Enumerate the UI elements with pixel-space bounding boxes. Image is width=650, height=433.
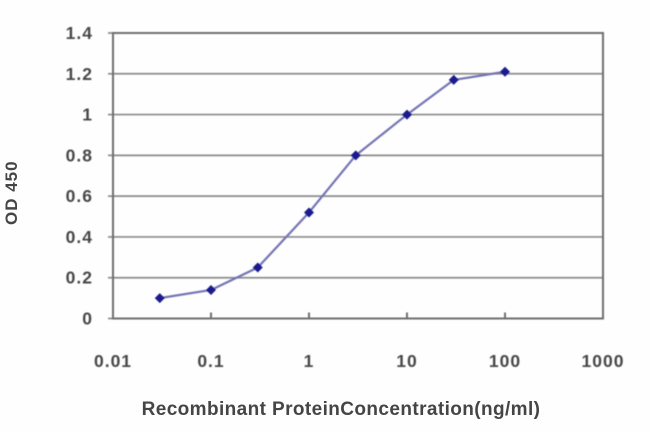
- data-line: [159, 70, 506, 300]
- x-axis-title: Recombinant ProteinConcentration(ng/ml): [141, 399, 541, 420]
- data-point-marker: [206, 284, 216, 295]
- data-point-marker: [402, 109, 412, 120]
- y-axis-title: OD 450: [2, 160, 21, 225]
- x-tick-label: 10: [396, 351, 417, 371]
- x-tick-label: 0.1: [197, 351, 224, 371]
- y-tick-label: 0: [82, 309, 93, 329]
- x-tick-label: 100: [489, 351, 521, 371]
- y-tick-label: 0.8: [66, 145, 93, 165]
- y-tick-label: 1.4: [66, 23, 93, 43]
- y-tick-label: 0.6: [66, 186, 93, 206]
- x-tick-label: 0.01: [94, 351, 132, 371]
- data-point-marker: [154, 293, 165, 304]
- data-point-marker: [350, 150, 361, 161]
- y-tick-label: 0.2: [66, 268, 93, 288]
- y-tick-label: 0.4: [66, 227, 93, 247]
- y-tick-label: 1.2: [66, 64, 93, 84]
- data-point-marker: [304, 207, 314, 218]
- x-tick-label: 1: [304, 351, 315, 371]
- plot-border: [112, 32, 604, 320]
- data-point-marker: [500, 66, 510, 77]
- y-tick-label: 1: [82, 105, 93, 125]
- data-point-marker: [448, 74, 459, 85]
- x-tick-label: 1000: [582, 351, 625, 371]
- data-point-marker: [252, 262, 263, 273]
